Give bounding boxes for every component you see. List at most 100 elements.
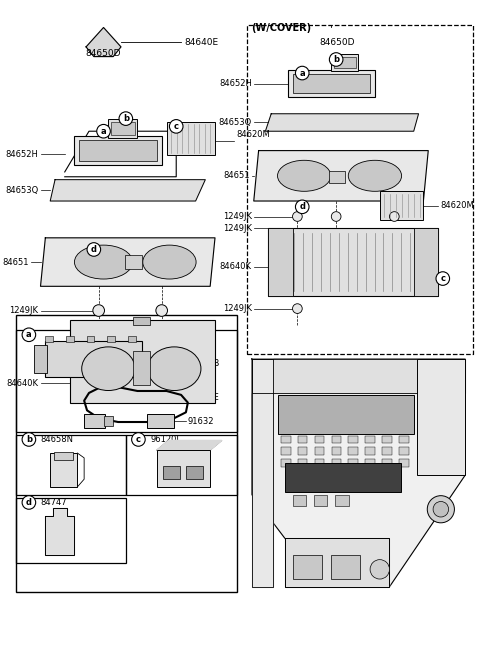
Bar — [382, 447, 392, 455]
Bar — [348, 436, 358, 443]
Text: 84651: 84651 — [223, 172, 250, 180]
Ellipse shape — [74, 245, 132, 279]
Circle shape — [296, 200, 309, 214]
Text: 84620M: 84620M — [440, 201, 474, 210]
Circle shape — [370, 559, 389, 579]
Circle shape — [292, 212, 302, 221]
Circle shape — [97, 124, 110, 138]
Bar — [281, 459, 290, 466]
Bar — [298, 447, 308, 455]
Text: 84652H: 84652H — [6, 150, 38, 159]
Bar — [314, 495, 327, 506]
Bar — [128, 336, 135, 341]
Bar — [70, 320, 215, 403]
Circle shape — [433, 502, 449, 517]
Bar — [79, 140, 157, 161]
Text: 84653Q: 84653Q — [5, 186, 38, 195]
Bar — [365, 436, 375, 443]
Bar — [335, 495, 349, 506]
Bar — [292, 495, 306, 506]
Circle shape — [22, 433, 36, 446]
Bar — [365, 447, 375, 455]
Bar — [292, 555, 322, 579]
Circle shape — [296, 66, 309, 80]
Text: b: b — [123, 114, 129, 123]
Text: 93300B: 93300B — [188, 360, 220, 368]
Polygon shape — [265, 114, 419, 131]
Bar — [86, 336, 94, 341]
Text: 84653Q: 84653Q — [218, 118, 252, 127]
Text: 84651: 84651 — [2, 257, 29, 267]
Circle shape — [119, 112, 132, 125]
Bar — [247, 25, 473, 354]
Bar — [315, 447, 324, 455]
Bar — [382, 436, 392, 443]
Bar — [34, 345, 48, 373]
Bar — [163, 466, 180, 479]
Circle shape — [22, 496, 36, 509]
Bar — [16, 435, 126, 495]
Bar — [147, 414, 174, 428]
Circle shape — [87, 243, 101, 256]
Bar — [315, 436, 324, 443]
Circle shape — [331, 212, 341, 221]
Circle shape — [427, 496, 455, 523]
Bar — [348, 447, 358, 455]
Bar — [292, 74, 370, 94]
Bar — [331, 54, 359, 71]
Ellipse shape — [348, 160, 402, 191]
Bar — [16, 330, 237, 432]
Bar — [126, 435, 237, 495]
Polygon shape — [285, 538, 389, 587]
Circle shape — [169, 120, 183, 133]
Ellipse shape — [143, 245, 196, 279]
Text: d: d — [91, 245, 97, 254]
Polygon shape — [252, 359, 273, 587]
Circle shape — [292, 304, 302, 314]
Bar — [298, 436, 308, 443]
Text: 84650D: 84650D — [320, 37, 355, 47]
Circle shape — [436, 272, 450, 286]
Bar — [281, 447, 290, 455]
Bar — [84, 414, 106, 428]
Text: 84624E: 84624E — [188, 393, 220, 402]
Circle shape — [329, 52, 343, 66]
Bar — [332, 447, 341, 455]
Bar — [399, 459, 409, 466]
Bar — [332, 436, 341, 443]
Text: a: a — [26, 330, 32, 339]
Bar — [132, 351, 150, 385]
Circle shape — [389, 212, 399, 221]
Bar — [281, 436, 290, 443]
Bar — [382, 459, 392, 466]
Text: 84650D: 84650D — [86, 49, 121, 58]
Text: c: c — [136, 435, 141, 444]
Polygon shape — [252, 359, 465, 587]
Bar — [66, 336, 74, 341]
Bar — [74, 136, 162, 165]
Bar — [414, 228, 438, 296]
Bar — [108, 119, 137, 138]
Text: 1249JK: 1249JK — [10, 306, 38, 315]
Bar — [268, 228, 292, 296]
Bar — [417, 359, 465, 476]
Bar — [399, 436, 409, 443]
Polygon shape — [252, 359, 465, 393]
Bar — [167, 122, 215, 155]
Text: d: d — [299, 202, 305, 212]
Ellipse shape — [277, 160, 331, 191]
Text: 84658N: 84658N — [40, 435, 73, 444]
Bar — [132, 317, 150, 325]
Bar — [331, 555, 360, 579]
Bar — [329, 171, 345, 183]
Bar — [365, 459, 375, 466]
Bar — [111, 122, 134, 135]
Bar — [46, 336, 53, 341]
Text: b: b — [333, 55, 339, 64]
Text: c: c — [440, 274, 445, 283]
Text: 84640E: 84640E — [184, 37, 218, 47]
Bar — [288, 70, 375, 98]
Bar — [348, 459, 358, 466]
Bar — [16, 316, 237, 591]
Bar — [54, 452, 73, 460]
